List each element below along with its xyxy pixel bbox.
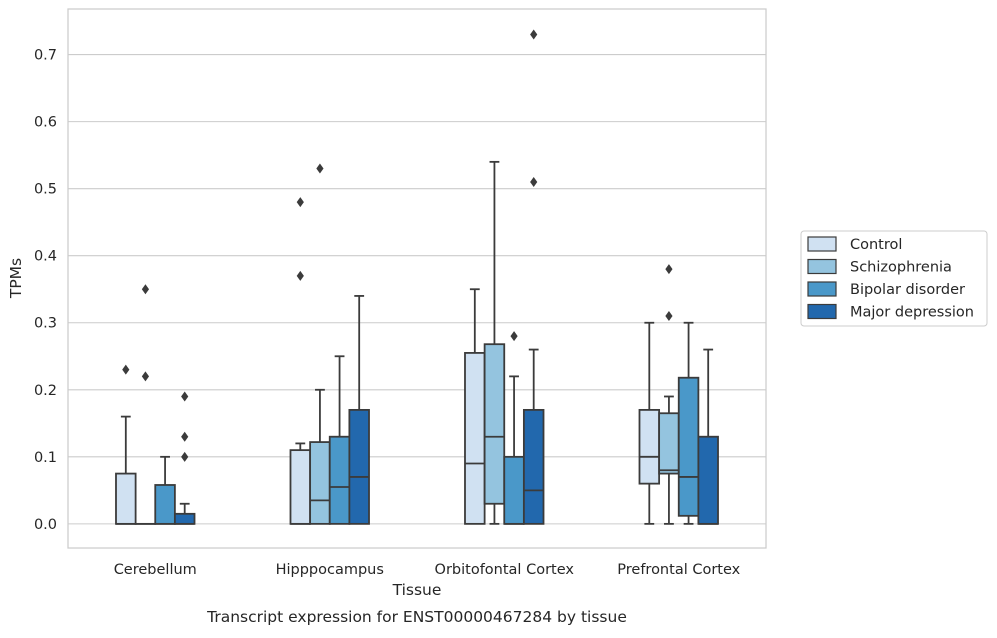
outlier-marker [181,432,188,442]
box-body [659,413,679,473]
legend-label: Control [850,237,902,253]
outlier-marker [122,365,129,375]
y-tick-label: 0.2 [34,383,57,399]
box-body [504,457,524,524]
legend-label: Schizophrenia [850,260,952,276]
box-body [485,344,505,504]
box-body [524,410,544,524]
box-1-1 [310,164,330,524]
legend-swatch [808,237,836,251]
box-1-3 [349,296,369,524]
box-body [349,410,369,524]
x-tick-label: Orbitofontal Cortex [435,562,575,578]
x-tick-label: Cerebellum [114,562,197,578]
box-body [290,450,310,524]
box-body [155,485,175,524]
outlier-marker [181,391,188,401]
legend: Control Schizophrenia Bipolar disorder Majo… [801,231,987,326]
x-tick-label: Prefrontal Cortex [617,562,740,578]
box-3-3 [698,350,718,524]
box-body [330,437,350,524]
box-3-2 [679,323,699,524]
y-axis-ticks: 0.0 0.1 0.2 0.3 0.4 0.5 0.6 0.7 [34,48,57,533]
y-tick-label: 0.6 [34,115,57,131]
y-tick-label: 0.3 [34,316,57,332]
box-2-3 [524,29,544,523]
y-tick-label: 0.7 [34,48,57,64]
legend-swatch [808,282,836,296]
box-3-1 [659,264,679,524]
boxes-layer [116,29,718,523]
box-body [310,442,330,524]
box-body [465,353,485,524]
box-1-2 [330,356,350,524]
y-axis-label: TPMs [7,258,25,299]
box-0-3 [175,391,195,523]
box-3-0 [639,323,659,524]
legend-item: Major depression [808,305,974,321]
box-body [698,437,718,524]
box-body [175,514,195,524]
legend-item: Bipolar disorder [808,282,965,298]
legend-swatch [808,305,836,319]
outlier-marker [181,452,188,462]
box-body [639,410,659,484]
x-tick-label: Hipppocampus [276,562,384,578]
outlier-marker [297,197,304,207]
outlier-marker [510,331,517,341]
x-axis-label: Tissue [392,581,442,599]
y-tick-label: 0.4 [34,249,57,265]
outlier-marker [297,271,304,281]
box-0-1 [136,284,156,524]
box-body [116,474,136,524]
y-tick-label: 0.5 [34,182,57,198]
outlier-marker [665,264,672,274]
outlier-marker [530,29,537,39]
y-tick-label: 0.0 [34,517,57,533]
box-2-0 [465,289,485,524]
box-2-2 [504,331,524,524]
chart-caption: Transcript expression for ENST0000046728… [206,608,627,626]
outlier-marker [665,311,672,321]
y-tick-label: 0.1 [34,450,57,466]
legend-swatch [808,260,836,274]
outlier-marker [316,164,323,174]
legend-label: Major depression [850,305,974,321]
box-2-1 [485,162,505,524]
box-0-0 [116,365,136,524]
legend-item: Schizophrenia [808,260,952,276]
outlier-marker [142,371,149,381]
box-0-2 [155,457,175,524]
x-axis-ticks: Cerebellum Hipppocampus Orbitofontal Corte… [114,562,741,578]
outlier-marker [530,177,537,187]
box-1-0 [290,197,310,524]
outlier-marker [142,284,149,294]
legend-item: Control [808,237,902,253]
box-body [679,378,699,516]
legend-label: Bipolar disorder [850,282,965,298]
